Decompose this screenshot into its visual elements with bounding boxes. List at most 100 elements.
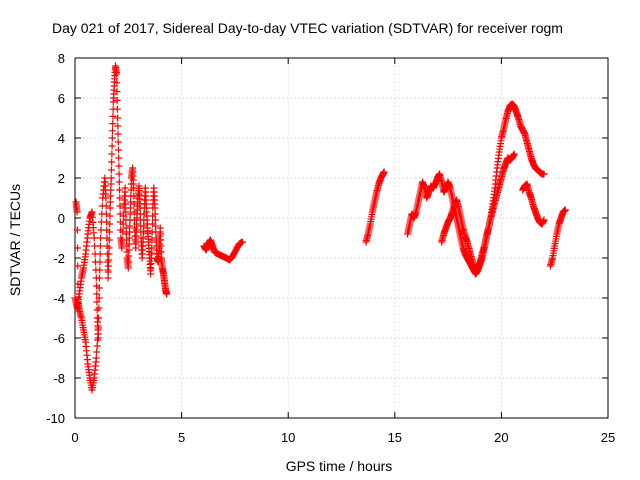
data-point xyxy=(93,306,101,314)
data-point xyxy=(124,264,132,272)
data-point xyxy=(156,230,164,238)
data-point xyxy=(148,236,156,244)
data-point xyxy=(540,216,548,224)
data-point xyxy=(92,266,100,274)
data-point xyxy=(148,244,156,252)
data-point xyxy=(105,250,113,258)
data-point xyxy=(102,202,110,210)
x-axis-label: GPS time / hours xyxy=(286,458,393,474)
data-point xyxy=(510,150,518,158)
chart-title: Day 021 of 2017, Sidereal Day-to-day VTE… xyxy=(52,20,563,36)
data-point xyxy=(125,240,133,248)
data-point xyxy=(105,236,113,244)
data-point xyxy=(93,282,101,290)
data-point xyxy=(140,222,148,230)
data-point xyxy=(93,290,101,298)
data-point xyxy=(114,122,122,130)
y-tick-label: -4 xyxy=(53,291,65,306)
data-point xyxy=(104,274,112,282)
data-point xyxy=(561,206,569,214)
data-point xyxy=(97,234,105,242)
data-point xyxy=(151,210,159,218)
y-tick-label: 2 xyxy=(58,171,65,186)
data-point xyxy=(114,138,122,146)
data-point xyxy=(126,210,134,218)
data-point xyxy=(115,162,123,170)
data-point xyxy=(119,228,127,236)
data-point xyxy=(122,200,130,208)
data-point xyxy=(105,256,113,264)
data-point xyxy=(93,348,101,356)
data-point xyxy=(107,166,115,174)
data-point xyxy=(108,150,116,158)
data-point xyxy=(93,298,101,306)
x-tick-label: 20 xyxy=(494,430,508,445)
data-point xyxy=(108,158,116,166)
data-point xyxy=(94,334,102,342)
data-point xyxy=(132,244,140,252)
data-point xyxy=(115,154,123,162)
data-point xyxy=(92,354,100,362)
data-point xyxy=(107,174,115,182)
data-point xyxy=(113,105,121,113)
data-point xyxy=(133,220,141,228)
data-point xyxy=(109,120,117,128)
data-point xyxy=(119,220,127,228)
data-point xyxy=(122,224,130,232)
data-point xyxy=(109,127,117,135)
data-point xyxy=(125,246,133,254)
x-tick-label: 25 xyxy=(601,430,615,445)
data-point xyxy=(157,248,165,256)
data-point xyxy=(115,178,123,186)
data-point xyxy=(118,244,126,252)
data-point xyxy=(104,268,112,276)
data-point xyxy=(116,202,124,210)
data-point xyxy=(115,170,123,178)
data-point xyxy=(108,134,116,142)
data-points xyxy=(71,62,569,394)
data-point xyxy=(151,204,159,212)
data-point xyxy=(152,222,160,230)
data-point xyxy=(109,112,117,120)
y-tick-label: 8 xyxy=(58,51,65,66)
data-point xyxy=(132,226,140,234)
data-point xyxy=(91,258,99,266)
data-point xyxy=(91,242,99,250)
y-tick-label: -8 xyxy=(53,371,65,386)
data-point xyxy=(92,274,100,282)
data-point xyxy=(238,238,246,246)
y-axis-label: SDTVAR / TECUs xyxy=(7,184,23,296)
axis-ticks: 0 5 10 15 20 25 -10 -8 -6 -4 -2 0 2 4 6 8 xyxy=(46,51,615,445)
data-point xyxy=(73,208,81,216)
data-point xyxy=(106,228,114,236)
data-point xyxy=(157,242,165,250)
data-point xyxy=(95,294,103,302)
data-point xyxy=(113,70,121,78)
data-point xyxy=(540,170,548,178)
data-point xyxy=(114,146,122,154)
data-point xyxy=(116,194,124,202)
data-point xyxy=(102,194,110,202)
data-point xyxy=(156,224,164,232)
y-tick-label: -6 xyxy=(53,331,65,346)
data-point xyxy=(74,262,82,270)
data-point xyxy=(108,142,116,150)
data-point xyxy=(121,184,129,192)
data-point xyxy=(107,192,115,200)
data-point xyxy=(105,244,113,252)
data-point xyxy=(113,96,121,104)
data-point xyxy=(91,250,99,258)
data-point xyxy=(93,342,101,350)
y-tick-label: 6 xyxy=(58,91,65,106)
data-point xyxy=(125,234,133,242)
data-point xyxy=(132,232,140,240)
data-point xyxy=(107,186,115,194)
data-point xyxy=(113,88,121,96)
data-point xyxy=(163,290,171,298)
data-point xyxy=(106,220,114,228)
y-tick-label: -10 xyxy=(46,411,65,426)
data-point xyxy=(104,262,112,270)
data-point xyxy=(157,236,165,244)
data-point xyxy=(102,210,110,218)
data-point xyxy=(139,234,147,242)
